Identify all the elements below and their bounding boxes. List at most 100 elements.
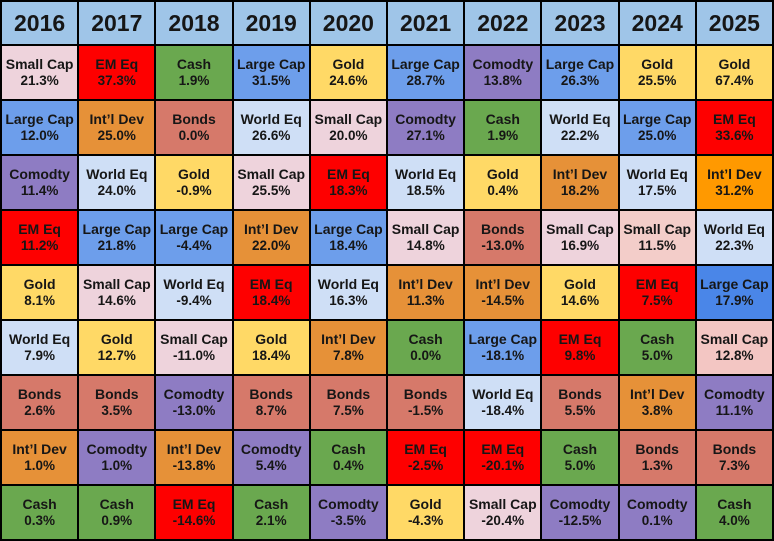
asset-cell: Bonds 0.0% [156,101,232,154]
asset-return: -13.8% [172,458,216,474]
asset-return: -11.0% [172,348,215,364]
asset-label: World Eq [472,386,534,403]
asset-return: 5.5% [564,403,596,419]
asset-return: 2.6% [24,403,55,419]
asset-label: Small Cap [700,331,769,348]
asset-cell: Int’l Dev 22.0% [233,211,309,264]
asset-cell: World Eq 26.6% [233,101,309,154]
asset-label: Gold [718,56,751,73]
asset-label: Bonds [712,441,757,458]
asset-cell: Comodty 11.4% [2,156,78,209]
asset-label: Gold [100,331,133,348]
asset-return: 21.8% [97,238,136,254]
asset-cell: Gold 24.6% [310,46,386,99]
asset-return: 1.9% [178,73,210,89]
asset-return: 22.3% [715,238,754,254]
asset-cell: Cash 5.0% [619,321,695,374]
asset-cell: Small Cap 14.6% [79,266,155,319]
asset-cell: Large Cap 12.0% [2,101,78,154]
asset-return: 0.9% [101,513,133,529]
year-header-2017: 2017 [79,2,155,44]
asset-cell: Int’l Dev 7.8% [310,321,386,374]
asset-label: Small Cap [237,166,306,183]
asset-label: Gold [332,56,365,73]
asset-return: -4.3% [407,513,444,529]
asset-cell: Bonds 1.3% [619,431,695,484]
asset-label: Small Cap [314,111,383,128]
asset-cell: Bonds 2.6% [2,376,78,429]
asset-cell: World Eq 18.5% [387,156,464,209]
asset-label: Gold [23,276,56,293]
asset-label: EM Eq [635,276,679,293]
asset-return: 7.3% [719,458,750,474]
asset-return: 0.4% [333,458,364,474]
asset-return: 21.3% [20,73,59,89]
asset-label: World Eq [549,111,611,128]
asset-label: Bonds [326,386,371,403]
asset-cell: Comodty 0.1% [619,486,695,539]
asset-cell: Small Cap 14.8% [387,211,464,264]
asset-cell: Cash 1.9% [156,46,232,99]
asset-return: 5.0% [564,458,596,474]
asset-label: Large Cap [545,56,615,73]
asset-cell: World Eq 24.0% [79,156,155,209]
asset-cell: Comodty 27.1% [387,101,464,154]
asset-cell: Small Cap -20.4% [465,486,541,539]
asset-label: World Eq [9,331,71,348]
asset-label: Large Cap [700,276,769,293]
asset-return: 11.2% [20,238,59,254]
asset-cell: Comodty 5.4% [233,431,309,484]
asset-label: Bonds [481,221,525,238]
asset-label: Small Cap [546,221,614,238]
asset-return: 24.0% [97,183,136,199]
asset-label: Small Cap [468,496,537,513]
asset-return: -1.5% [407,403,444,419]
asset-return: -14.5% [481,293,525,309]
asset-label: EM Eq [404,441,447,458]
asset-label: Int’l Dev [166,441,222,458]
asset-label: Int’l Dev [707,166,762,183]
asset-cell: Cash 1.9% [465,101,541,154]
year-header-2018: 2018 [156,2,232,44]
asset-return: -2.5% [407,458,444,474]
asset-return: 25.0% [638,128,677,144]
asset-cell: Comodty 1.0% [79,431,155,484]
asset-cell: Int’l Dev 25.0% [79,101,155,154]
asset-label: EM Eq [95,56,139,73]
asset-label: Comodty [549,496,611,513]
asset-return: 25.0% [97,128,136,144]
asset-label: Bonds [635,441,679,458]
asset-cell: Cash 0.9% [79,486,155,539]
asset-return: 1.0% [101,458,133,474]
asset-cell: Small Cap 21.3% [2,46,78,99]
asset-label: Int’l Dev [629,386,685,403]
asset-label: Cash [485,111,520,128]
asset-label: Cash [254,496,289,513]
asset-return: 1.3% [641,458,673,474]
asset-return: -3.5% [330,513,367,529]
asset-cell: EM Eq 33.6% [696,101,772,154]
asset-cell: Gold 0.4% [465,156,541,209]
year-header-2025: 2025 [696,2,772,44]
asset-return: 0.4% [487,183,519,199]
asset-cell: Cash 0.0% [387,321,464,374]
asset-return: 18.3% [329,183,368,199]
asset-return: 17.9% [715,293,754,309]
asset-return: 18.4% [329,238,368,254]
asset-label: EM Eq [713,111,756,128]
year-header-2022: 2022 [465,2,541,44]
year-header-2024: 2024 [619,2,695,44]
year-header-2023: 2023 [542,2,618,44]
asset-label: Gold [178,166,210,183]
asset-return: 26.3% [560,73,600,89]
asset-cell: Comodty -12.5% [542,486,618,539]
asset-label: Large Cap [159,221,229,238]
asset-return: 20.0% [329,128,368,144]
asset-cell: EM Eq 18.4% [233,266,309,319]
asset-return: 22.0% [252,238,291,254]
asset-return: 17.5% [638,183,677,199]
asset-return: 27.1% [406,128,445,144]
asset-cell: World Eq 22.3% [696,211,772,264]
asset-return: 13.8% [483,73,522,89]
asset-label: Comodty [240,441,302,458]
